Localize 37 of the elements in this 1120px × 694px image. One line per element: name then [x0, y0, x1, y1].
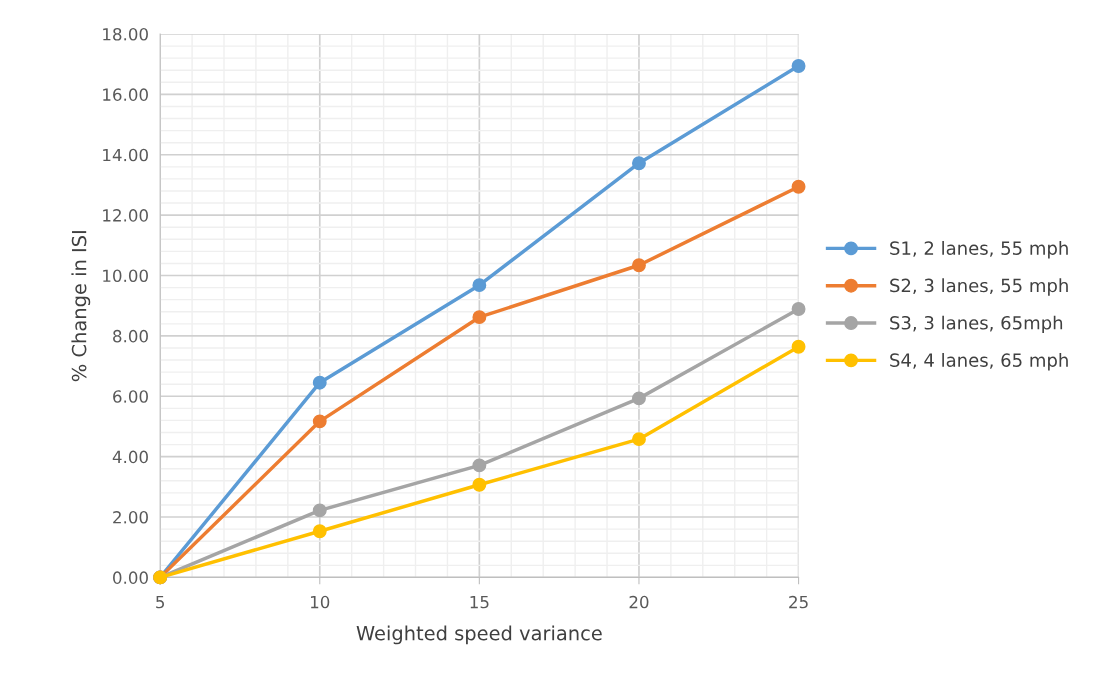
y-tick-label: 2.00 — [113, 510, 148, 524]
point — [312, 414, 327, 429]
x-tick-label: 10 — [310, 595, 330, 609]
point — [632, 258, 646, 273]
x-tick-label: 5 — [156, 595, 165, 609]
point — [632, 432, 646, 447]
legend-label: S3, 3 lanes, 65mph — [890, 315, 1063, 334]
point — [791, 339, 806, 354]
point — [791, 302, 806, 316]
y-tick-label: 16.00 — [103, 88, 148, 101]
point — [632, 391, 646, 406]
point — [472, 477, 487, 492]
point — [312, 503, 327, 518]
y-tick-label: 6.00 — [113, 390, 148, 403]
point — [472, 310, 487, 325]
point — [312, 524, 327, 539]
point — [472, 458, 487, 473]
y-tick-label: 14.00 — [103, 148, 148, 162]
y-tick-label: 4.00 — [112, 450, 148, 464]
x-tick-label: 15 — [470, 595, 489, 609]
x-tick-label: 25 — [789, 595, 808, 609]
legend-label: S4, 4 lanes, 65 mph — [890, 352, 1068, 371]
y-tick-label: 18.00 — [103, 27, 148, 41]
y-tick-label: 10.00 — [103, 269, 148, 283]
point — [791, 59, 806, 73]
x-tick-label: 20 — [629, 595, 649, 609]
legend-label: S1, 2 lanes, 55 mph — [890, 240, 1068, 259]
y-axis-title: % Change in ISI — [71, 231, 91, 382]
point — [472, 278, 487, 293]
point — [632, 156, 646, 171]
legend-label: S2, 3 lanes, 55 mph — [890, 278, 1068, 296]
y-tick-label: 0.00 — [113, 571, 148, 584]
x-axis-title: Weighted speed variance — [356, 625, 602, 645]
y-tick-label: 12.00 — [103, 209, 148, 222]
point — [312, 375, 327, 390]
point — [791, 179, 806, 194]
y-tick-label: 8.00 — [113, 329, 148, 343]
